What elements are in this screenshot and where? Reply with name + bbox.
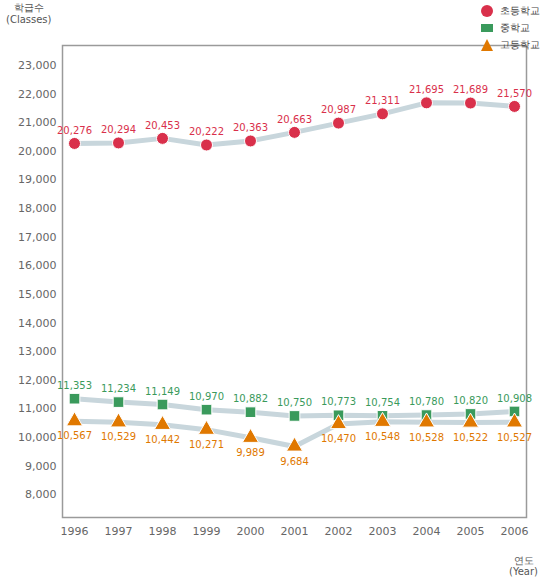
svg-text:19,000: 19,000 bbox=[18, 173, 57, 186]
svg-text:20,000: 20,000 bbox=[18, 145, 57, 158]
svg-text:10,754: 10,754 bbox=[365, 397, 400, 408]
svg-text:10,529: 10,529 bbox=[101, 431, 136, 442]
svg-text:10,567: 10,567 bbox=[57, 430, 92, 441]
svg-text:10,750: 10,750 bbox=[277, 397, 312, 408]
svg-text:9,989: 9,989 bbox=[236, 447, 265, 458]
svg-text:1996: 1996 bbox=[61, 525, 89, 538]
svg-text:17,000: 17,000 bbox=[18, 231, 57, 244]
svg-text:11,149: 11,149 bbox=[145, 386, 180, 397]
svg-text:20,276: 20,276 bbox=[57, 125, 92, 136]
svg-text:22,000: 22,000 bbox=[18, 88, 57, 101]
svg-text:12,000: 12,000 bbox=[18, 374, 57, 387]
svg-text:14,000: 14,000 bbox=[18, 316, 57, 329]
svg-text:18,000: 18,000 bbox=[18, 202, 57, 215]
svg-text:20,663: 20,663 bbox=[277, 114, 312, 125]
svg-text:20,453: 20,453 bbox=[145, 120, 180, 131]
svg-text:16,000: 16,000 bbox=[18, 259, 57, 272]
svg-text:13,000: 13,000 bbox=[18, 345, 57, 358]
svg-text:9,684: 9,684 bbox=[280, 456, 309, 467]
svg-text:2006: 2006 bbox=[501, 525, 529, 538]
html-text:고등학교: 고등학교 bbox=[500, 38, 540, 50]
svg-text:2002: 2002 bbox=[325, 525, 353, 538]
svg-text:2005: 2005 bbox=[457, 525, 485, 538]
svg-text:21,311: 21,311 bbox=[365, 95, 400, 106]
svg-text:10,970: 10,970 bbox=[189, 391, 224, 402]
svg-text:10,908: 10,908 bbox=[497, 393, 532, 404]
svg-text:1997: 1997 bbox=[105, 525, 133, 538]
svg-text:21,000: 21,000 bbox=[18, 116, 57, 129]
html-text:초등학교: 초등학교 bbox=[500, 4, 540, 16]
svg-text:10,528: 10,528 bbox=[409, 431, 444, 442]
svg-text:11,000: 11,000 bbox=[18, 402, 57, 415]
svg-text:23,000: 23,000 bbox=[18, 59, 57, 72]
svg-text:10,820: 10,820 bbox=[453, 395, 488, 406]
svg-text:9,000: 9,000 bbox=[25, 460, 57, 473]
svg-text:20,294: 20,294 bbox=[101, 124, 136, 135]
svg-text:11,234: 11,234 bbox=[101, 383, 136, 394]
svg-text:11,353: 11,353 bbox=[57, 380, 92, 391]
svg-text:10,548: 10,548 bbox=[365, 431, 400, 442]
svg-text:10,882: 10,882 bbox=[233, 393, 268, 404]
svg-text:10,780: 10,780 bbox=[409, 396, 444, 407]
svg-text:20,222: 20,222 bbox=[189, 126, 224, 137]
svg-text:1999: 1999 bbox=[193, 525, 221, 538]
svg-text:21,570: 21,570 bbox=[497, 88, 532, 99]
html-text:학급수 (Classes): 학급수 (Classes) bbox=[6, 2, 52, 25]
html-text:중학교: 중학교 bbox=[500, 21, 530, 33]
svg-text:10,773: 10,773 bbox=[321, 396, 356, 407]
svg-text:2000: 2000 bbox=[237, 525, 265, 538]
svg-text:20,987: 20,987 bbox=[321, 104, 356, 115]
html-text:연도 (Year): 연도 (Year) bbox=[509, 555, 538, 577]
svg-text:1998: 1998 bbox=[149, 525, 177, 538]
svg-text:10,522: 10,522 bbox=[453, 432, 488, 443]
svg-text:2001: 2001 bbox=[281, 525, 309, 538]
svg-text:15,000: 15,000 bbox=[18, 288, 57, 301]
svg-text:20,363: 20,363 bbox=[233, 122, 268, 133]
svg-text:10,271: 10,271 bbox=[189, 439, 224, 450]
svg-text:21,689: 21,689 bbox=[453, 84, 488, 95]
svg-text:2003: 2003 bbox=[369, 525, 397, 538]
svg-text:10,442: 10,442 bbox=[145, 434, 180, 445]
svg-text:10,470: 10,470 bbox=[321, 433, 356, 444]
svg-text:21,695: 21,695 bbox=[409, 84, 444, 95]
svg-text:8,000: 8,000 bbox=[25, 488, 57, 501]
svg-text:2004: 2004 bbox=[413, 525, 441, 538]
svg-text:10,000: 10,000 bbox=[18, 431, 57, 444]
svg-text:10,527: 10,527 bbox=[497, 432, 532, 443]
